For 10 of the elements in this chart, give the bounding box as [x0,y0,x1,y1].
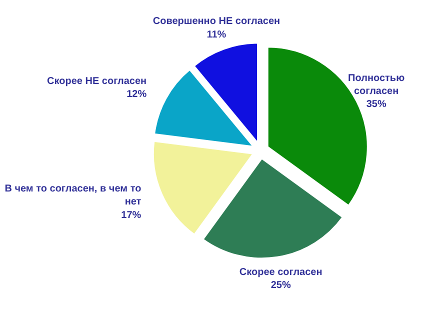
slice-label: Совершенно НЕ согласен [152,16,280,28]
slice-label: Полностью согласен [348,72,406,97]
data-label: 17% [121,210,142,221]
data-label: 25% [270,280,291,291]
data-label: 11% [206,29,226,40]
data-label: 12% [126,88,147,100]
slice-label: Скорее НЕ согласен [47,76,147,87]
slice-label: В чем то согласен, в чем то нет [4,183,142,208]
data-label: 35% [366,99,386,110]
slice-label: Скорее согласен [239,266,322,278]
